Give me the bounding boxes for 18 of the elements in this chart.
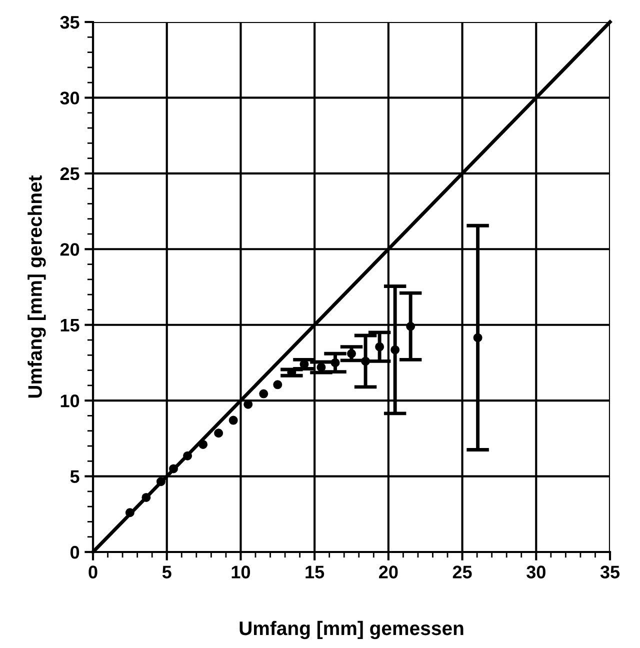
y-axis-title: Umfang [mm] gerechnet <box>28 175 46 398</box>
x-tick-label: 15 <box>306 566 324 578</box>
x-tick-label: 30 <box>526 566 546 578</box>
y-tick-label: 30 <box>60 92 80 104</box>
x-axis-title: Umfang [mm] gemessen <box>240 620 464 640</box>
x-tick-label: 20 <box>379 566 398 578</box>
x-tick-label: 25 <box>452 566 472 578</box>
x-tick-label: 35 <box>600 566 620 578</box>
y-tick-label: 0 <box>70 546 80 559</box>
y-tick-label: 5 <box>70 470 80 484</box>
y-tick-label: 10 <box>60 394 80 408</box>
x-tick-label: 10 <box>232 566 250 578</box>
y-tick-label: 25 <box>60 167 80 180</box>
x-tick-label: 5 <box>162 566 172 578</box>
x-tick-label: 0 <box>88 566 98 578</box>
y-tick-label: 15 <box>60 318 80 332</box>
y-tick-label: 20 <box>60 243 80 256</box>
y-tick-label: 35 <box>60 16 80 29</box>
